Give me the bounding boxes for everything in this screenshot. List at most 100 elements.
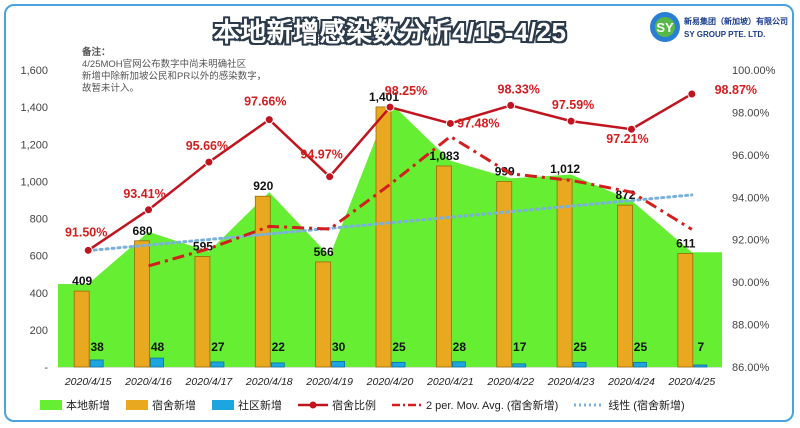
legend-label: 线性 (宿舍新增) xyxy=(608,400,685,412)
y-tick-label: 200 xyxy=(30,325,48,337)
legend-swatch xyxy=(126,400,148,410)
bar-dorm-label: 566 xyxy=(314,245,334,259)
x-tick-label: 2020/4/23 xyxy=(547,376,595,388)
y-tick-label: - xyxy=(44,362,48,374)
bar-community-label: 27 xyxy=(211,340,225,354)
y2-tick-label: 94.00% xyxy=(732,192,770,204)
bar-community-label: 25 xyxy=(573,340,587,354)
logo-name-en: SY GROUP PTE. LTD. xyxy=(684,30,766,39)
y2-tick-label: 86.00% xyxy=(732,362,770,374)
x-tick-label: 2020/4/17 xyxy=(185,376,234,388)
ratio-label: 97.21% xyxy=(606,132,648,146)
x-tick-label: 2020/4/25 xyxy=(667,376,715,388)
x-tick-label: 2020/4/16 xyxy=(124,376,172,388)
legend-label: 社区新增 xyxy=(238,400,282,412)
bar-dorm-new xyxy=(73,290,90,368)
bar-dorm-new xyxy=(435,165,452,368)
bar-community-new xyxy=(331,361,346,368)
bar-dorm-label: 680 xyxy=(133,224,153,238)
ratio-label: 97.59% xyxy=(552,98,594,112)
ratio-point xyxy=(385,102,395,112)
ratio-label: 97.66% xyxy=(244,95,286,109)
ratio-point xyxy=(506,100,516,110)
note-line: 故暂未计入。 xyxy=(82,83,140,94)
chart-title: 本地新增感染数分析4/15-4/25 xyxy=(213,17,567,47)
y-tick-label: 1,400 xyxy=(20,102,48,114)
y-tick-label: 800 xyxy=(30,214,48,226)
ratio-point xyxy=(264,115,274,125)
ratio-label: 98.25% xyxy=(385,84,427,98)
bar-dorm-new xyxy=(375,106,392,368)
ratio-point xyxy=(325,172,335,182)
moving-average-line xyxy=(148,134,693,268)
x-tick-label: 2020/4/18 xyxy=(245,376,293,388)
legend-item: 2 per. Mov. Avg. (宿舍新增) xyxy=(392,397,558,413)
bar-community-new xyxy=(633,361,647,368)
legend-item: 线性 (宿舍新增) xyxy=(574,397,685,413)
ratio-point xyxy=(445,118,455,128)
ratio-label: 93.41% xyxy=(123,187,165,201)
svg-text:SY: SY xyxy=(656,20,674,35)
ratio-label: 95.66% xyxy=(186,139,228,153)
legend-label: 宿舍比例 xyxy=(332,400,376,412)
bar-community-label: 25 xyxy=(392,340,406,354)
bar-dorm-new xyxy=(315,261,332,368)
legend-swatch xyxy=(298,401,328,409)
y-tick-label: 600 xyxy=(30,251,48,263)
bar-dorm-new xyxy=(254,195,271,368)
bar-community-label: 22 xyxy=(272,340,286,354)
ratio-point xyxy=(687,89,697,99)
y2-tick-label: 92.00% xyxy=(732,235,770,247)
ratio-label: 91.50% xyxy=(65,225,107,239)
bar-community-label: 30 xyxy=(332,340,346,354)
bar-community-label: 28 xyxy=(453,340,467,354)
ratio-point xyxy=(566,116,576,126)
bar-community-label: 38 xyxy=(91,340,105,354)
legend: 本地新增 宿舍新增 社区新增 宿舍比例 2 per. Mov. Avg. (宿舍… xyxy=(40,396,701,414)
legend-swatch xyxy=(574,403,605,407)
bar-dorm-label: 409 xyxy=(72,274,92,288)
legend-swatch xyxy=(212,400,234,410)
bar-dorm-new xyxy=(677,253,694,368)
y-tick-label: 1,200 xyxy=(20,139,48,151)
legend-label: 2 per. Mov. Avg. (宿舍新增) xyxy=(426,400,559,412)
bar-community-new xyxy=(391,361,406,368)
ratio-point xyxy=(204,157,214,167)
bar-community-label: 25 xyxy=(634,340,648,354)
bar-community-new xyxy=(572,361,587,368)
note-line: 4/25MOH官网公布数字中尚未明确社区 xyxy=(82,59,247,70)
x-tick-label: 2020/4/22 xyxy=(486,376,534,388)
bar-dorm-new xyxy=(194,256,211,368)
bar-dorm-label: 1,401 xyxy=(369,90,399,104)
y2-tick-label: 96.00% xyxy=(732,150,770,162)
legend-item: 宿舍新增 xyxy=(126,397,196,413)
note-box: 备注： 4/25MOH官网公布数字中尚未明确社区 新增中除新加坡公民和PR以外的… xyxy=(82,47,302,95)
bar-dorm-label: 1,083 xyxy=(429,149,459,163)
company-logo: SY 新易集团（新加坡）有限公司 SY GROUP PTE. LTD. xyxy=(648,10,794,44)
bar-community-label: 48 xyxy=(151,340,165,354)
bar-community-new xyxy=(150,357,164,368)
y2-tick-label: 98.00% xyxy=(732,107,770,119)
bar-dorm-label: 920 xyxy=(253,179,273,193)
ratio-label: 97.48% xyxy=(457,116,499,130)
bar-community-new xyxy=(270,362,285,368)
logo-name-cn: 新易集团（新加坡）有限公司 xyxy=(684,17,788,26)
bar-community-new xyxy=(512,363,527,368)
bar-dorm-new xyxy=(617,204,633,368)
sy-logo-icon: SY xyxy=(650,12,680,42)
bar-community-new xyxy=(451,361,466,368)
x-tick-label: 2020/4/24 xyxy=(607,376,655,388)
legend-label: 本地新增 xyxy=(66,400,110,412)
legend-swatch xyxy=(392,403,422,407)
trend-line-linear xyxy=(86,193,694,253)
bar-dorm-label: 1,012 xyxy=(550,162,580,176)
ratio-label: 94.97% xyxy=(300,148,342,162)
bar-dorm-new xyxy=(134,240,150,368)
legend-item: 社区新增 xyxy=(212,397,282,413)
y-tick-label: 1,000 xyxy=(20,176,48,188)
ratio-point xyxy=(83,245,93,255)
x-tick-label: 2020/4/20 xyxy=(366,376,414,388)
bar-community-label: 7 xyxy=(697,340,704,354)
legend-item: 本地新增 xyxy=(40,397,110,413)
y2-tick-label: 88.00% xyxy=(732,320,770,332)
